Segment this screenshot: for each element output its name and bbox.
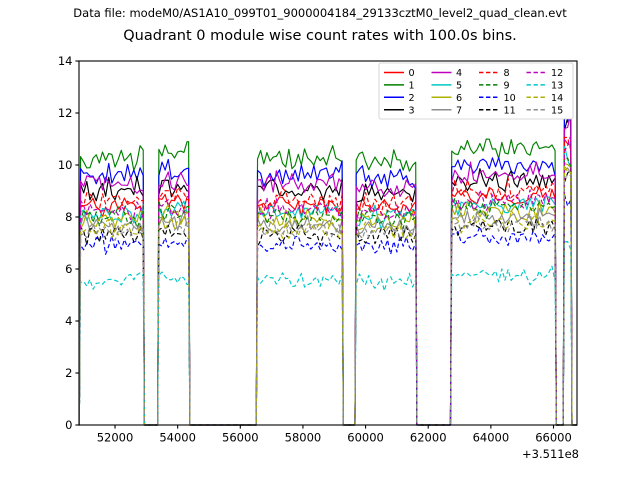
datafile-label: Data file: modeM0/AS1A10_099T01_90000041… (73, 6, 567, 20)
legend-label-13[interactable]: 13 (551, 81, 563, 92)
data-lines (78, 77, 577, 426)
legend-label-8[interactable]: 8 (504, 68, 510, 79)
x-tick-label: 62000 (410, 431, 447, 445)
y-tick-label: 10 (58, 158, 73, 172)
legend-label-1[interactable]: 1 (409, 81, 415, 92)
series-line-2 (78, 106, 577, 426)
series-line-4 (78, 113, 577, 426)
x-tick-label: 52000 (97, 431, 134, 445)
axes-background (79, 61, 577, 425)
x-tick-label: 54000 (159, 431, 196, 445)
x-tick-label: 66000 (535, 431, 572, 445)
y-tick-label: 6 (65, 262, 72, 276)
y-tick-label: 8 (65, 210, 72, 224)
legend-label-6[interactable]: 6 (456, 93, 462, 104)
y-tick-label: 14 (58, 54, 73, 68)
legend-label-12[interactable]: 12 (551, 68, 563, 79)
axes-spines (78, 60, 578, 426)
legend-box (378, 62, 574, 120)
legend-label-9[interactable]: 9 (504, 81, 510, 92)
page-title: Quadrant 0 module wise count rates with … (123, 28, 517, 44)
legend-label-15[interactable]: 15 (551, 105, 563, 116)
legend-label-5[interactable]: 5 (456, 81, 462, 92)
x-tick-label: 56000 (222, 431, 259, 445)
y-tick-label: 2 (65, 366, 72, 380)
y-tick-label: 4 (65, 314, 72, 328)
legend-label-10[interactable]: 10 (504, 93, 516, 104)
x-tick-label: 64000 (473, 431, 510, 445)
legend-label-2[interactable]: 2 (409, 93, 415, 104)
series-line-14 (78, 164, 577, 426)
y-tick-label: 12 (58, 106, 73, 120)
series-line-3 (78, 112, 577, 426)
legend-label-4[interactable]: 4 (456, 68, 462, 79)
legend-label-14[interactable]: 14 (551, 93, 563, 104)
series-line-9 (78, 157, 577, 426)
series-line-15 (78, 174, 577, 426)
x-tick-label: 58000 (285, 431, 322, 445)
legend-label-11[interactable]: 11 (504, 105, 516, 116)
x-axis-offset-label: +3.511e8 (522, 447, 579, 461)
series-line-12 (78, 134, 577, 426)
x-tick-label: 60000 (347, 431, 384, 445)
series-line-8 (78, 136, 577, 426)
legend-label-3[interactable]: 3 (409, 105, 415, 116)
legend-label-7[interactable]: 7 (456, 105, 462, 116)
legend-label-0[interactable]: 0 (409, 68, 415, 79)
y-tick-label: 0 (65, 418, 72, 432)
